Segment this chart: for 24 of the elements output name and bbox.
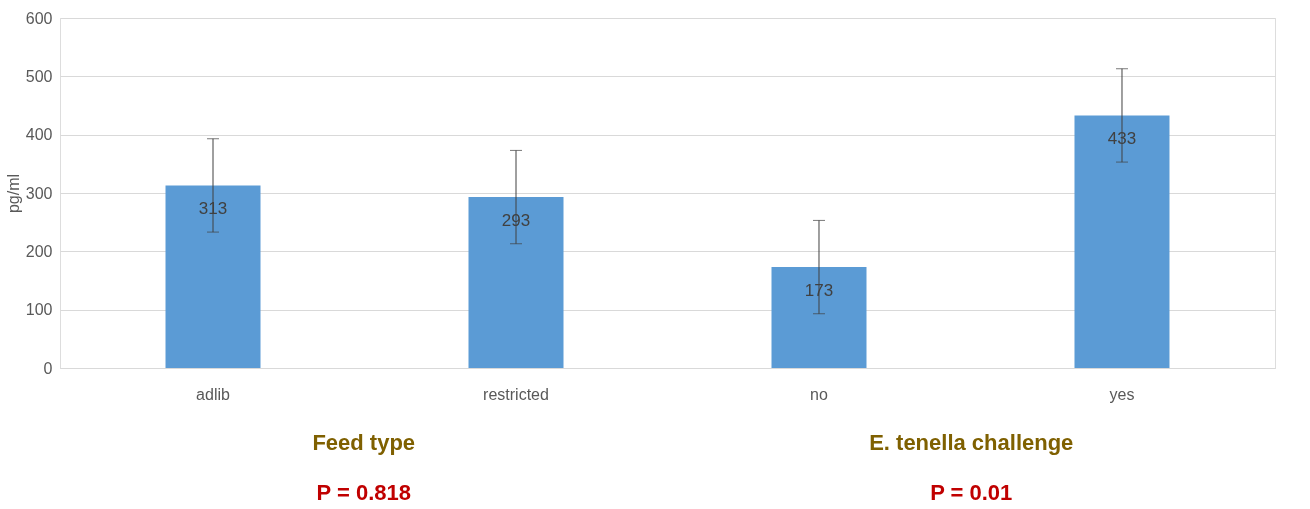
y-tick-label: 200 [25, 242, 53, 260]
text: E. tenella challenge [869, 430, 1074, 455]
text: P = 0.01 [930, 480, 1013, 505]
data-label: 433 [1107, 129, 1137, 149]
x-tick-label: yes [1109, 385, 1135, 403]
y-tick-label: 500 [25, 67, 53, 85]
bar [1074, 115, 1170, 368]
x-tick-label: adlib [196, 385, 231, 403]
data-label: 173 [804, 281, 834, 301]
x-tick-label: no [810, 385, 828, 403]
y-axis-title: pg/ml [4, 173, 22, 214]
data-label: 293 [501, 211, 531, 231]
data-label: 313 [198, 199, 228, 219]
text: P = 0.818 [316, 480, 411, 505]
y-tick-label: 400 [25, 126, 53, 144]
bar [771, 267, 867, 368]
bar [165, 185, 261, 368]
bar [468, 197, 564, 368]
text: Feed type [312, 430, 416, 455]
y-tick-label: 100 [25, 301, 53, 319]
x-tick-label: restricted [483, 385, 549, 403]
y-tick-label: 0 [43, 359, 53, 377]
y-tick-label: 300 [25, 184, 53, 202]
y-tick-label: 600 [25, 9, 53, 27]
